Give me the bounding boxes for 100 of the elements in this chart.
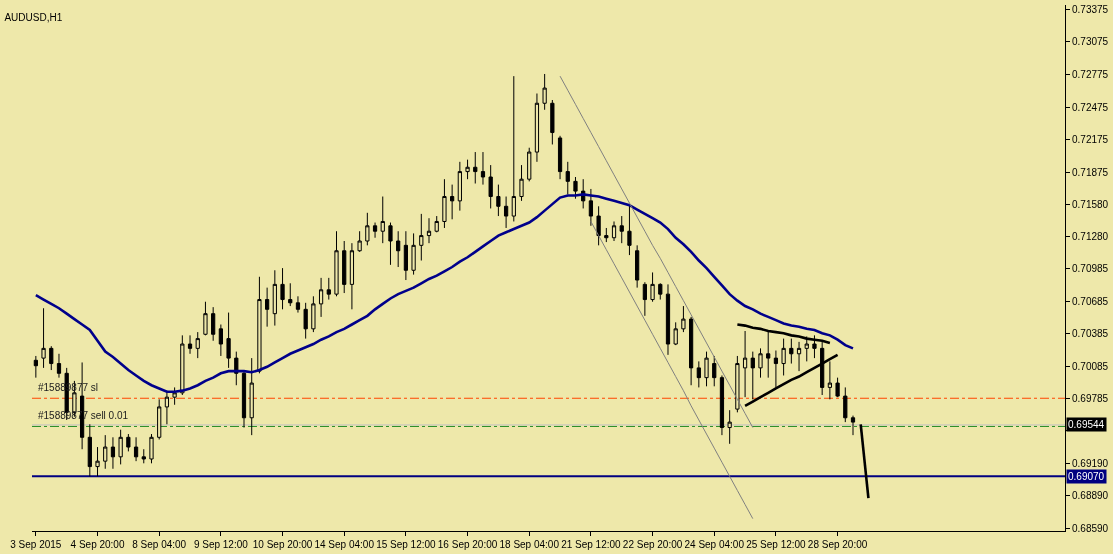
candlestick [49, 345, 54, 371]
candlestick [126, 433, 131, 452]
candlestick [118, 429, 123, 465]
candlestick [488, 164, 493, 209]
candlestick [658, 282, 663, 301]
text: AUDUSD,H1 [4, 11, 63, 23]
x-tick-label: 3 Sep 2015 [10, 539, 62, 550]
candlestick [110, 436, 116, 470]
candlestick [218, 324, 223, 357]
candlestick [241, 369, 247, 429]
candlestick [211, 306, 216, 342]
candlestick [457, 161, 462, 212]
candlestick [133, 436, 139, 462]
y-tick-label: 0.70685 [1072, 295, 1109, 307]
y-tick-label: 0.70985 [1072, 263, 1109, 275]
candlestick [588, 188, 594, 227]
candlestick [596, 205, 601, 246]
candlestick [519, 164, 524, 202]
candlestick [527, 147, 532, 182]
line-series [34, 193, 855, 394]
candlestick [534, 93, 540, 163]
candlestick [41, 307, 46, 369]
x-tick-label: 21 Sep 12:00 [561, 539, 622, 550]
x-tick-label: 24 Sep 04:00 [684, 539, 745, 550]
candlestick [157, 398, 162, 440]
candlestick [334, 230, 339, 297]
candlestick [342, 240, 347, 294]
candlestick [727, 409, 732, 445]
candlestick [349, 242, 355, 310]
candlestick [542, 73, 547, 111]
x-tick-label: 15 Sep 12:00 [376, 539, 437, 550]
candlestick [465, 159, 470, 180]
candlestick [365, 212, 370, 246]
candlestick [280, 267, 285, 310]
candlestick [673, 321, 678, 346]
y-tick-label: 0.72175 [1072, 134, 1109, 146]
candlestick [149, 433, 154, 464]
candlestick [503, 196, 509, 229]
candlestick [380, 196, 385, 244]
y-tick-label: 0.73375 [1072, 3, 1109, 15]
ref-line-label: 0.69070 [1068, 471, 1105, 482]
candlestick [426, 217, 432, 244]
y-tick-label: 0.71280 [1072, 231, 1109, 243]
candlestick [835, 377, 840, 398]
candlestick [735, 355, 740, 413]
candlestick [411, 232, 416, 276]
candlestick [419, 213, 424, 262]
candlestick [511, 75, 516, 222]
candlestick [681, 305, 686, 333]
y-tick-label: 0.71875 [1072, 166, 1109, 178]
candlestick [272, 269, 277, 327]
line-series [559, 75, 754, 429]
candlestick [689, 316, 694, 386]
candlestick [257, 276, 262, 374]
candlestick [164, 390, 170, 425]
candlestick [696, 360, 701, 388]
candlestick [87, 423, 92, 477]
x-tick-label: 10 Sep 20:00 [252, 539, 313, 550]
y-tick-label: 0.71580 [1072, 198, 1109, 210]
y-tick-label: 0.72775 [1072, 69, 1109, 81]
y-tick-label: 0.68890 [1072, 490, 1109, 502]
candlestick [172, 386, 177, 406]
candlestick [203, 301, 208, 336]
candlestick [326, 277, 331, 301]
x-tick-label: 22 Sep 20:00 [622, 539, 683, 550]
candlestick [789, 338, 794, 365]
y-tick-label: 0.69190 [1072, 457, 1109, 469]
candlestick [550, 99, 555, 145]
candlestick [573, 176, 578, 200]
candlestick [665, 283, 671, 356]
candlestick [719, 374, 725, 436]
candlestick [781, 338, 786, 376]
x-tick-label: 9 Sep 12:00 [193, 539, 249, 550]
candlestick [372, 222, 378, 239]
candlestick [195, 331, 200, 359]
candlestick [611, 220, 617, 242]
candlestick [103, 434, 108, 470]
x-tick-label: 18 Sep 04:00 [499, 539, 560, 550]
candlestick [642, 281, 647, 317]
candlestick [742, 330, 748, 398]
candlestick [403, 230, 408, 281]
candlestick [318, 277, 324, 318]
candlestick [843, 386, 848, 423]
candlestick [796, 341, 802, 372]
x-tick-label: 16 Sep 20:00 [437, 539, 498, 550]
y-tick-label: 0.72475 [1072, 101, 1109, 113]
candlestick [33, 355, 38, 379]
y-tick-label: 0.69785 [1072, 393, 1109, 405]
candlestick [758, 347, 763, 379]
candlestick [396, 230, 401, 268]
candlestick [827, 360, 832, 400]
candlestick [650, 271, 655, 303]
candlestick [357, 230, 362, 253]
candlestick [604, 227, 609, 243]
candlestick [565, 161, 570, 195]
candlestick [450, 184, 455, 220]
candlestick [850, 415, 856, 436]
candlestick [635, 244, 640, 289]
candlestick [473, 151, 478, 185]
candlestick [234, 351, 239, 386]
